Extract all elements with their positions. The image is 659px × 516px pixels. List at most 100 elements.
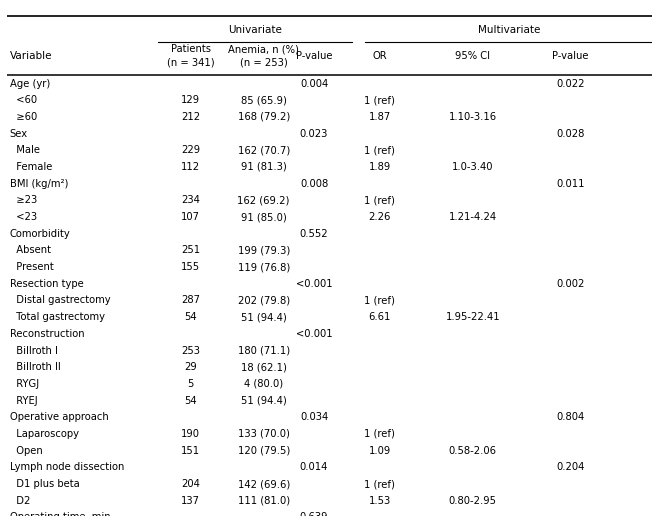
- Text: ≥60: ≥60: [10, 112, 37, 122]
- Text: <23: <23: [10, 212, 37, 222]
- Text: D2: D2: [10, 496, 30, 506]
- Text: Variable: Variable: [10, 51, 52, 61]
- Text: 51 (94.4): 51 (94.4): [241, 396, 287, 406]
- Text: Multivariate: Multivariate: [478, 25, 540, 36]
- Text: 29: 29: [185, 362, 197, 372]
- Text: Patients
(n = 341): Patients (n = 341): [167, 44, 214, 67]
- Text: 0.023: 0.023: [300, 128, 328, 139]
- Text: 202 (79.8): 202 (79.8): [237, 296, 290, 305]
- Text: 0.552: 0.552: [300, 229, 328, 239]
- Text: 51 (94.4): 51 (94.4): [241, 312, 287, 322]
- Text: 4 (80.0): 4 (80.0): [244, 379, 283, 389]
- Text: <60: <60: [10, 95, 37, 105]
- Text: Operating time, min: Operating time, min: [10, 512, 111, 516]
- Text: Distal gastrectomy: Distal gastrectomy: [10, 296, 111, 305]
- Text: 6.61: 6.61: [368, 312, 391, 322]
- Text: 137: 137: [181, 496, 200, 506]
- Text: Absent: Absent: [10, 246, 51, 255]
- Text: 0.008: 0.008: [300, 179, 328, 189]
- Text: BMI (kg/m²): BMI (kg/m²): [10, 179, 68, 189]
- Text: Comorbidity: Comorbidity: [10, 229, 71, 239]
- Text: 162 (69.2): 162 (69.2): [237, 196, 290, 205]
- Text: D1 plus beta: D1 plus beta: [10, 479, 80, 489]
- Text: Total gastrectomy: Total gastrectomy: [10, 312, 105, 322]
- Text: 1.10-3.16: 1.10-3.16: [449, 112, 497, 122]
- Text: Male: Male: [10, 146, 40, 155]
- Text: 0.034: 0.034: [300, 412, 328, 422]
- Text: Present: Present: [10, 262, 53, 272]
- Text: Billroth I: Billroth I: [10, 346, 58, 356]
- Text: 0.014: 0.014: [300, 462, 328, 472]
- Text: 1.09: 1.09: [369, 446, 391, 456]
- Text: 91 (81.3): 91 (81.3): [241, 162, 287, 172]
- Text: Age (yr): Age (yr): [10, 78, 50, 89]
- Text: 1 (ref): 1 (ref): [364, 429, 395, 439]
- Text: 95% CI: 95% CI: [455, 51, 490, 61]
- Text: 54: 54: [185, 396, 197, 406]
- Text: <0.001: <0.001: [296, 279, 332, 289]
- Text: 0.80-2.95: 0.80-2.95: [449, 496, 497, 506]
- Text: 162 (70.7): 162 (70.7): [237, 146, 290, 155]
- Text: 212: 212: [181, 112, 200, 122]
- Text: Lymph node dissection: Lymph node dissection: [10, 462, 124, 472]
- Text: 0.204: 0.204: [556, 462, 585, 472]
- Text: 204: 204: [181, 479, 200, 489]
- Text: 119 (76.8): 119 (76.8): [237, 262, 290, 272]
- Text: 111 (81.0): 111 (81.0): [237, 496, 290, 506]
- Text: 0.002: 0.002: [556, 279, 585, 289]
- Text: 1 (ref): 1 (ref): [364, 479, 395, 489]
- Text: 1.95-22.41: 1.95-22.41: [445, 312, 500, 322]
- Text: 1.89: 1.89: [369, 162, 391, 172]
- Text: 0.58-2.06: 0.58-2.06: [449, 446, 497, 456]
- Text: 112: 112: [181, 162, 200, 172]
- Text: 229: 229: [181, 146, 200, 155]
- Text: Univariate: Univariate: [228, 25, 282, 36]
- Text: 5: 5: [187, 379, 194, 389]
- Text: 190: 190: [181, 429, 200, 439]
- Text: 129: 129: [181, 95, 200, 105]
- Text: 251: 251: [181, 246, 200, 255]
- Text: 155: 155: [181, 262, 200, 272]
- Text: 142 (69.6): 142 (69.6): [237, 479, 290, 489]
- Text: Resection type: Resection type: [10, 279, 84, 289]
- Text: 18 (62.1): 18 (62.1): [241, 362, 287, 372]
- Text: 1 (ref): 1 (ref): [364, 196, 395, 205]
- Text: 1.0-3.40: 1.0-3.40: [452, 162, 494, 172]
- Text: P-value: P-value: [296, 51, 332, 61]
- Text: 1 (ref): 1 (ref): [364, 296, 395, 305]
- Text: 0.004: 0.004: [300, 78, 328, 89]
- Text: 180 (71.1): 180 (71.1): [237, 346, 290, 356]
- Text: 253: 253: [181, 346, 200, 356]
- Text: 107: 107: [181, 212, 200, 222]
- Text: 1.21-4.24: 1.21-4.24: [449, 212, 497, 222]
- Text: 1.87: 1.87: [369, 112, 391, 122]
- Text: 287: 287: [181, 296, 200, 305]
- Text: 1 (ref): 1 (ref): [364, 146, 395, 155]
- Text: 151: 151: [181, 446, 200, 456]
- Text: 234: 234: [181, 196, 200, 205]
- Text: Billroth II: Billroth II: [10, 362, 61, 372]
- Text: <0.001: <0.001: [296, 329, 332, 339]
- Text: ≥23: ≥23: [10, 196, 37, 205]
- Text: 54: 54: [185, 312, 197, 322]
- Text: P-value: P-value: [552, 51, 588, 61]
- Text: 199 (79.3): 199 (79.3): [237, 246, 290, 255]
- Text: 85 (65.9): 85 (65.9): [241, 95, 287, 105]
- Text: 1 (ref): 1 (ref): [364, 95, 395, 105]
- Text: RYEJ: RYEJ: [10, 396, 38, 406]
- Text: 0.028: 0.028: [556, 128, 585, 139]
- Text: Sex: Sex: [10, 128, 28, 139]
- Text: Anemia, n (%)
(n = 253): Anemia, n (%) (n = 253): [228, 44, 299, 67]
- Text: 0.022: 0.022: [556, 78, 585, 89]
- Text: 0.804: 0.804: [556, 412, 585, 422]
- Text: Female: Female: [10, 162, 52, 172]
- Text: 91 (85.0): 91 (85.0): [241, 212, 287, 222]
- Text: 0.639: 0.639: [300, 512, 328, 516]
- Text: 133 (70.0): 133 (70.0): [238, 429, 289, 439]
- Text: 120 (79.5): 120 (79.5): [237, 446, 290, 456]
- Text: Reconstruction: Reconstruction: [10, 329, 84, 339]
- Text: Operative approach: Operative approach: [10, 412, 109, 422]
- Text: Laparoscopy: Laparoscopy: [10, 429, 79, 439]
- Text: RYGJ: RYGJ: [10, 379, 39, 389]
- Text: 2.26: 2.26: [368, 212, 391, 222]
